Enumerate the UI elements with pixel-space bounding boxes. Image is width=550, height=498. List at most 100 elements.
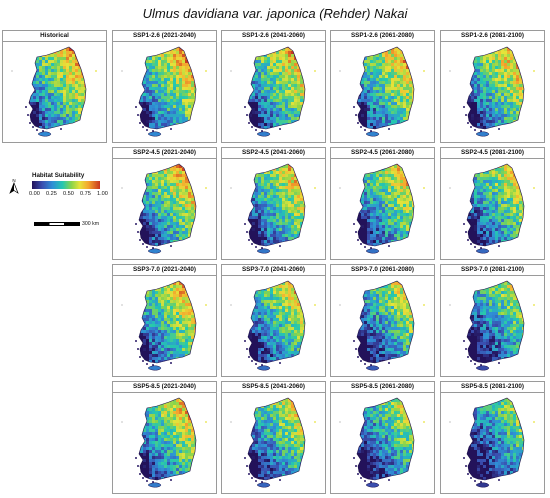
habitat-map [449,46,535,137]
island [142,126,144,128]
ulleung-island [314,421,316,423]
map-panel-ssp126-2041: SSP1-2.6 (2041-2060) [221,30,326,143]
jeju-island [147,248,162,254]
map-panel-ssp370-2081: SSP3-7.0 (2081-2100) [440,264,545,377]
map-panel-ssp245-2061: SSP2-4.5 (2061-2080) [330,147,435,260]
peninsula-outline [466,163,525,247]
island [355,231,357,233]
island [357,122,359,124]
island [152,130,154,132]
island [370,481,372,483]
island [465,348,467,350]
jeju-island [475,482,490,488]
ulleung-island [423,421,425,423]
island [355,465,357,467]
habitat-map [339,280,425,371]
island [364,480,366,482]
island [261,364,263,366]
peninsula-outline [247,397,306,481]
island [152,364,154,366]
legend-tick: 0.00 [29,191,40,197]
map-panel-ssp370-2021: SSP3-7.0 (2021-2040) [112,264,217,377]
ulleung-island [314,304,316,306]
panel-title: SSP2-4.5 (2061-2080) [331,148,434,159]
island [139,239,141,241]
island [246,114,248,116]
legend-tick: 0.50 [63,191,74,197]
island [246,348,248,350]
island [244,340,246,342]
island [498,479,500,481]
island [146,129,148,131]
island [463,223,465,225]
island [135,223,137,225]
island [470,243,472,245]
island [255,129,257,131]
island [244,457,246,459]
panel-title: SSP3-7.0 (2061-2080) [331,265,434,276]
jeju-island [147,482,162,488]
habitat-map [121,280,207,371]
islet [339,187,341,189]
islet [230,187,232,189]
peninsula-outline [138,397,197,481]
island [465,231,467,233]
habitat-map [449,280,535,371]
island [279,128,281,130]
island [474,129,476,131]
islet [121,421,123,423]
island [146,480,148,482]
islet [230,304,232,306]
island [255,363,257,365]
island [244,106,246,108]
islet [449,187,451,189]
island [364,129,366,131]
habitat-map [339,397,425,488]
island [261,130,263,132]
island [360,126,362,128]
island [255,480,257,482]
islet [121,304,123,306]
map-panel-ssp585-2061: SSP5-8.5 (2061-2080) [330,381,435,494]
jeju-island [475,131,490,137]
suitability-raster [139,398,196,480]
peninsula-outline [356,163,415,247]
map-panel-ssp370-2041: SSP3-7.0 (2041-2060) [221,264,326,377]
island [463,106,465,108]
island [248,473,250,475]
island [255,246,257,248]
island [467,239,469,241]
ulleung-island [205,70,207,72]
habitat-map [230,163,316,254]
panel-title: SSP2-4.5 (2081-2100) [441,148,544,159]
island [357,356,359,358]
ulleung-island [533,187,535,189]
scale-bar [34,222,80,226]
island [360,360,362,362]
panel-title: SSP1-2.6 (2021-2040) [113,31,216,42]
north-label: N [12,178,15,183]
island [152,481,154,483]
panel-title: SSP1-2.6 (2041-2060) [222,31,325,42]
island [498,362,500,364]
peninsula-outline [356,280,415,364]
map-panel-ssp245-2041: SSP2-4.5 (2041-2060) [221,147,326,260]
island [370,130,372,132]
island [498,128,500,130]
island [364,363,366,365]
ulleung-island [95,70,97,72]
island [25,106,27,108]
island [42,130,44,132]
island [246,465,248,467]
panel-title: SSP5-8.5 (2061-2080) [331,382,434,393]
legend-tick: 0.25 [46,191,57,197]
island [139,473,141,475]
island [251,126,253,128]
habitat-map [230,46,316,137]
ulleung-island [205,421,207,423]
islet [339,304,341,306]
islet [339,70,341,72]
panel-title: SSP3-7.0 (2041-2060) [222,265,325,276]
ulleung-island [533,304,535,306]
island [29,122,31,124]
